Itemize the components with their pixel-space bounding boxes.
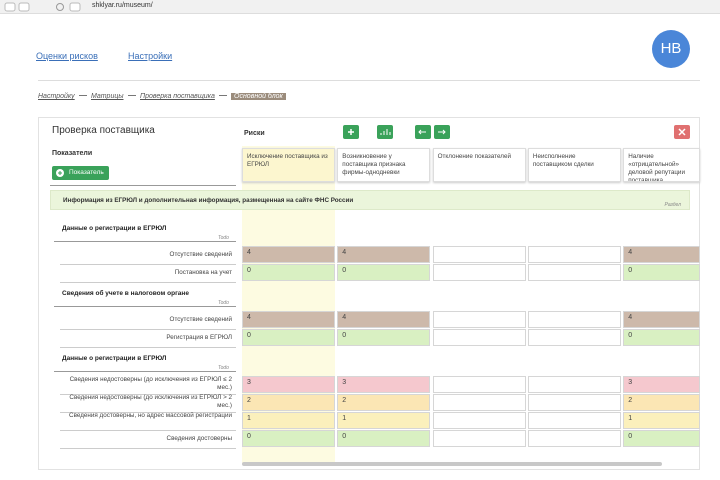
risk-cell[interactable]: 1 — [337, 412, 431, 429]
risk-cell[interactable]: 0 — [242, 264, 335, 281]
risk-cell[interactable] — [527, 329, 621, 346]
breadcrumb-arrow — [219, 95, 227, 96]
risk-cell[interactable]: 4 — [242, 246, 335, 263]
group-header — [54, 222, 236, 242]
breadcrumb-arrow — [79, 95, 87, 96]
row-label: Отсутствие сведений — [169, 316, 232, 323]
divider — [38, 80, 700, 81]
risk-cell[interactable]: 4 — [623, 311, 701, 328]
risk-cell[interactable] — [527, 376, 621, 393]
risk-cell[interactable] — [432, 394, 526, 411]
add-indicator-button[interactable]: Показатель — [52, 166, 109, 180]
row-label: Регистрация в ЕГРЮЛ — [166, 334, 232, 341]
browser-controls[interactable] — [4, 2, 89, 12]
risk-cell[interactable]: 4 — [337, 311, 431, 328]
risk-cell[interactable]: 3 — [242, 376, 335, 393]
risk-cell[interactable]: 1 — [623, 412, 701, 429]
button-label: Показатель — [69, 169, 104, 176]
column-header[interactable]: Отклонение показателей — [432, 148, 526, 182]
section-tag: Раздел — [664, 202, 681, 208]
nav-link[interactable]: Оценки рисков — [36, 51, 98, 61]
breadcrumb[interactable]: Матрицы — [91, 93, 124, 100]
risk-cell[interactable] — [432, 246, 526, 263]
delete-button[interactable] — [673, 124, 691, 140]
risk-cell[interactable]: 0 — [623, 430, 701, 447]
row-line — [60, 394, 236, 395]
column-header[interactable]: Возникновение у поставщика признака фирм… — [337, 148, 431, 182]
risk-cell[interactable]: 2 — [623, 394, 701, 411]
section-title: Информация из ЕГРЮЛ и дополнительная инф… — [63, 197, 354, 204]
risk-cell[interactable] — [527, 264, 621, 281]
group-title: Данные о регистрации в ЕГРЮЛ — [62, 225, 167, 232]
row-line — [60, 282, 236, 283]
breadcrumb-arrow — [128, 95, 136, 96]
breadcrumb[interactable]: Основной блок — [231, 93, 286, 100]
group-tag: Todo — [218, 300, 229, 306]
group-header — [54, 352, 236, 372]
risks-label: Риски — [244, 130, 265, 137]
row-label: Сведения достоверны, но адрес массовой р… — [69, 412, 232, 419]
risk-cell[interactable]: 0 — [623, 329, 701, 346]
risk-cell[interactable]: 4 — [623, 246, 701, 263]
row-line — [60, 329, 236, 330]
risk-cell[interactable]: 2 — [337, 394, 431, 411]
risk-cell[interactable] — [432, 412, 526, 429]
risk-cell[interactable]: 0 — [337, 264, 431, 281]
breadcrumb[interactable]: Настройку — [38, 93, 75, 100]
risk-cell[interactable]: 0 — [337, 430, 431, 447]
risk-cell[interactable] — [527, 311, 621, 328]
row-line — [60, 347, 236, 348]
risk-cell[interactable]: 3 — [337, 376, 431, 393]
group-title: Данные о регистрации в ЕГРЮЛ — [62, 355, 167, 362]
row-line — [60, 264, 236, 265]
group-header — [54, 287, 236, 307]
panel-title: Проверка поставщика — [52, 125, 155, 136]
risk-cell[interactable]: 0 — [337, 329, 431, 346]
url[interactable]: shklyar.ru/museum/ — [92, 2, 153, 9]
risk-cell[interactable]: 0 — [242, 430, 335, 447]
avatar[interactable]: НВ — [652, 30, 690, 68]
row-line — [60, 412, 236, 413]
divider — [50, 185, 236, 186]
risk-cell[interactable] — [432, 376, 526, 393]
group-title: Сведения об учете в налоговом органе — [62, 290, 189, 297]
risk-cell[interactable] — [432, 430, 526, 447]
column-header[interactable]: Наличие «отрицательной» деловой репутаци… — [623, 148, 701, 182]
risk-cell[interactable]: 4 — [242, 311, 335, 328]
scrollbar[interactable] — [242, 462, 662, 466]
risk-cell[interactable] — [527, 246, 621, 263]
risk-cell[interactable] — [432, 311, 526, 328]
risk-cell[interactable] — [527, 394, 621, 411]
risk-cell[interactable]: 4 — [337, 246, 431, 263]
risk-cell[interactable]: 1 — [242, 412, 335, 429]
risk-cell[interactable]: 3 — [623, 376, 701, 393]
row-line — [60, 448, 236, 449]
group-tag: Todo — [218, 235, 229, 241]
browser-bar: shklyar.ru/museum/ — [0, 0, 720, 14]
risk-cell[interactable] — [432, 329, 526, 346]
nav-link[interactable]: Настройки — [128, 51, 173, 61]
row-label: Сведения недостоверны (до исключения из … — [69, 376, 232, 391]
row-line — [60, 430, 236, 431]
risk-cell[interactable]: 2 — [242, 394, 335, 411]
row-label: Отсутствие сведений — [169, 251, 232, 258]
toolbar[interactable] — [342, 124, 452, 140]
risk-cell[interactable] — [527, 412, 621, 429]
risk-cell[interactable]: 0 — [242, 329, 335, 346]
row-label: Постановка на учет — [174, 269, 232, 276]
column-header[interactable]: Исключение поставщика из ЕГРЮЛ — [242, 148, 335, 182]
risk-cell[interactable]: 0 — [623, 264, 701, 281]
risk-cell[interactable] — [527, 430, 621, 447]
column-header[interactable]: Неисполнение поставщиком сделки — [527, 148, 621, 182]
row-label: Сведения недостоверны (до исключения из … — [69, 394, 232, 409]
breadcrumb[interactable]: Проверка поставщика — [140, 93, 215, 100]
section-bar: Информация из ЕГРЮЛ и дополнительная инф… — [50, 190, 690, 210]
row-label: Сведения достоверны — [166, 435, 232, 442]
group-tag: Todo — [218, 365, 229, 371]
risk-cell[interactable] — [432, 264, 526, 281]
indicators-label: Показатели — [52, 150, 93, 157]
